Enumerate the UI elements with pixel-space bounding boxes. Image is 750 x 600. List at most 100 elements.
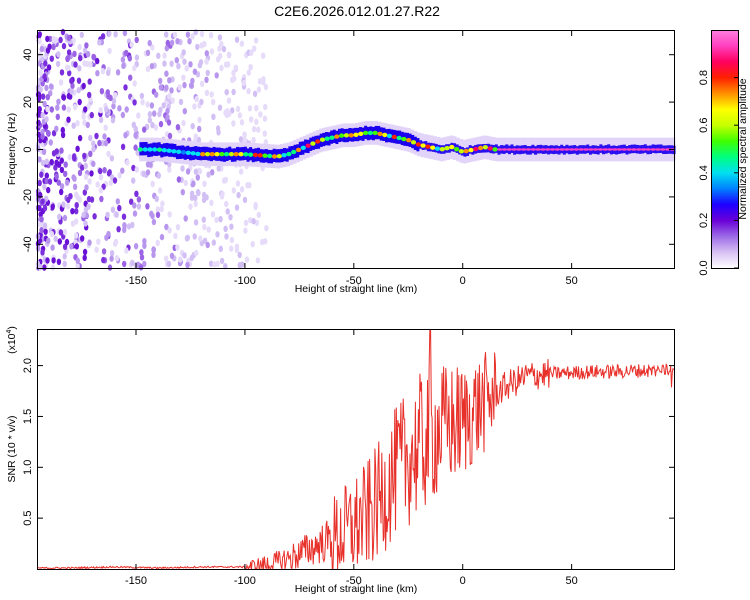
noise-speckle (108, 179, 114, 186)
ridge-core (588, 148, 594, 151)
snr-x-tick-label: -50 (346, 575, 362, 587)
noise-speckle (77, 98, 82, 106)
noise-speckle (103, 124, 108, 131)
noise-speckle (249, 49, 254, 56)
noise-speckle (140, 99, 145, 106)
ridge-core (315, 139, 321, 144)
noise-speckle (37, 205, 42, 212)
ridge-core (171, 149, 177, 154)
noise-speckle (193, 200, 198, 208)
noise-speckle (145, 169, 151, 176)
noise-speckle (139, 92, 145, 100)
noise-speckle (165, 39, 170, 47)
ridge-core (487, 146, 493, 151)
noise-speckle (67, 69, 72, 77)
noise-speckle (70, 220, 76, 227)
noise-speckle (113, 92, 118, 99)
noise-speckle (167, 93, 172, 100)
ridge-core (501, 148, 508, 151)
noise-speckle (225, 208, 230, 215)
noise-speckle (42, 183, 47, 191)
noise-speckle (114, 211, 119, 218)
noise-speckle (246, 69, 251, 76)
noise-speckle (59, 157, 64, 164)
ridge-core (578, 148, 584, 151)
noise-speckle (64, 64, 70, 71)
ridge-core (137, 147, 143, 152)
noise-speckle (258, 111, 263, 118)
noise-speckle (235, 105, 241, 113)
snr-frame (37, 329, 675, 570)
ridge-core (228, 152, 234, 157)
noise-speckle (256, 126, 261, 133)
noise-speckle (169, 252, 175, 259)
noise-speckle (121, 62, 126, 69)
ridge-core (343, 133, 349, 138)
ridge-core (545, 148, 551, 151)
noise-speckle (224, 233, 229, 240)
noise-speckle (49, 230, 54, 238)
noise-speckle (74, 232, 79, 239)
noise-speckle (164, 45, 169, 52)
ridge-core (516, 148, 522, 151)
noise-speckle (56, 98, 61, 106)
noise-speckle (50, 244, 55, 251)
noise-speckle (39, 171, 44, 178)
noise-speckle (240, 261, 245, 268)
noise-speckle (49, 106, 54, 113)
noise-speckle (62, 243, 68, 250)
noise-speckle (254, 118, 259, 126)
noise-speckle (261, 52, 266, 59)
ridge-core (377, 131, 383, 137)
ridge-body (534, 146, 538, 155)
noise-speckle (152, 110, 157, 117)
ridge-core (650, 148, 656, 151)
noise-speckle (210, 169, 215, 176)
colorbar-label: Normalized spectral amplitude (737, 78, 749, 219)
ridge-core (559, 148, 565, 151)
noise-speckle (78, 54, 83, 62)
ridge-body (160, 144, 164, 158)
noise-speckle (51, 257, 56, 264)
noise-speckle (221, 45, 227, 53)
noise-speckle (156, 52, 161, 59)
noise-speckle (147, 117, 152, 124)
ridge-core (176, 149, 182, 154)
noise-speckle (55, 113, 60, 121)
ridge-core (597, 148, 604, 151)
snr-y-tick-label: 0.5 (22, 511, 34, 526)
ridge-core (415, 142, 421, 147)
ridge-core (180, 150, 187, 155)
noise-speckle (53, 235, 58, 242)
noise-speckle (175, 244, 180, 251)
ridge-core (276, 154, 282, 159)
noise-speckle (214, 72, 219, 79)
noise-speckle (182, 58, 187, 65)
noise-speckle (98, 174, 104, 181)
noise-speckle (103, 140, 109, 147)
noise-speckle (151, 251, 156, 258)
noise-speckle (98, 116, 104, 124)
ridge-core (339, 133, 345, 138)
noise-speckle (125, 159, 130, 166)
spectrogram-frame (37, 30, 675, 269)
noise-speckle (145, 49, 151, 56)
noise-speckle (251, 218, 256, 225)
noise-speckle (208, 260, 214, 267)
noise-speckle (238, 136, 244, 143)
noise-speckle (69, 77, 74, 85)
spectrogram-panel: -150 -100 -50 0 50 -40 -20 0 20 40 Height of str… (6, 28, 676, 295)
noise-speckle (197, 125, 202, 133)
noise-speckle (82, 248, 88, 256)
noise-speckle (51, 35, 56, 43)
ridge-core (396, 135, 402, 141)
noise-speckle (178, 98, 184, 106)
noise-speckle (44, 172, 49, 179)
noise-speckle (234, 204, 240, 211)
noise-speckle (264, 225, 269, 232)
noise-speckle (104, 106, 109, 113)
noise-speckle (108, 94, 113, 102)
noise-speckle (66, 116, 71, 123)
ridge-core (444, 146, 450, 151)
noise-speckle (58, 36, 63, 44)
